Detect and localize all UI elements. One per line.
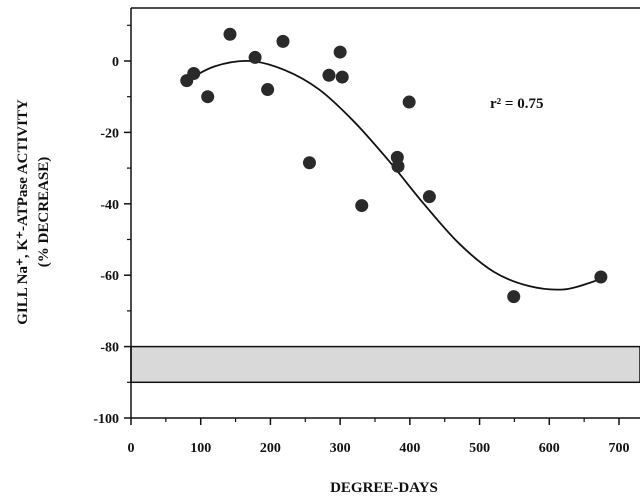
data-point (402, 95, 416, 109)
data-point (248, 50, 262, 64)
x-tick-label: 100 (190, 441, 211, 456)
x-tick-label: 300 (330, 441, 351, 456)
data-point (322, 68, 336, 82)
y-tick-label: -60 (100, 269, 119, 284)
data-point (261, 83, 275, 97)
y-axis-title-line1: GILL Na⁺, K⁺-ATPase ACTIVITY (15, 99, 31, 325)
data-point (223, 27, 237, 41)
y-axis-title-line2: (% DECREASE) (36, 157, 52, 267)
data-point (391, 159, 405, 173)
reference-band (130, 345, 640, 384)
data-point (201, 90, 215, 104)
y-tick-label: 0 (112, 55, 119, 70)
x-tick-label: 600 (539, 441, 560, 456)
y-tick-label: -20 (100, 126, 119, 141)
data-point (302, 156, 316, 170)
data-point (355, 199, 369, 213)
data-point (335, 70, 349, 84)
x-tick-label: 0 (128, 441, 135, 456)
y-tick-label: -80 (100, 341, 119, 356)
x-axis-title: DEGREE-DAYS (330, 480, 438, 496)
x-tick-label: 200 (260, 441, 281, 456)
r-squared-annotation: r² = 0.75 (490, 96, 543, 112)
plot-area: 0 100 200 300 400 500 600 700 0 -20 -40 -60 -80 -100 (93, 7, 640, 456)
x-tick-label: 700 (609, 441, 630, 456)
data-point (276, 34, 290, 48)
data-point (187, 66, 201, 80)
data-point (333, 45, 347, 59)
x-tick-label: 500 (469, 441, 490, 456)
y-tick-label: -40 (100, 198, 119, 213)
data-point (422, 190, 436, 204)
y-tick-label: -100 (93, 412, 119, 427)
data-point (594, 270, 608, 284)
x-tick-label: 400 (399, 441, 420, 456)
data-point (507, 290, 521, 304)
